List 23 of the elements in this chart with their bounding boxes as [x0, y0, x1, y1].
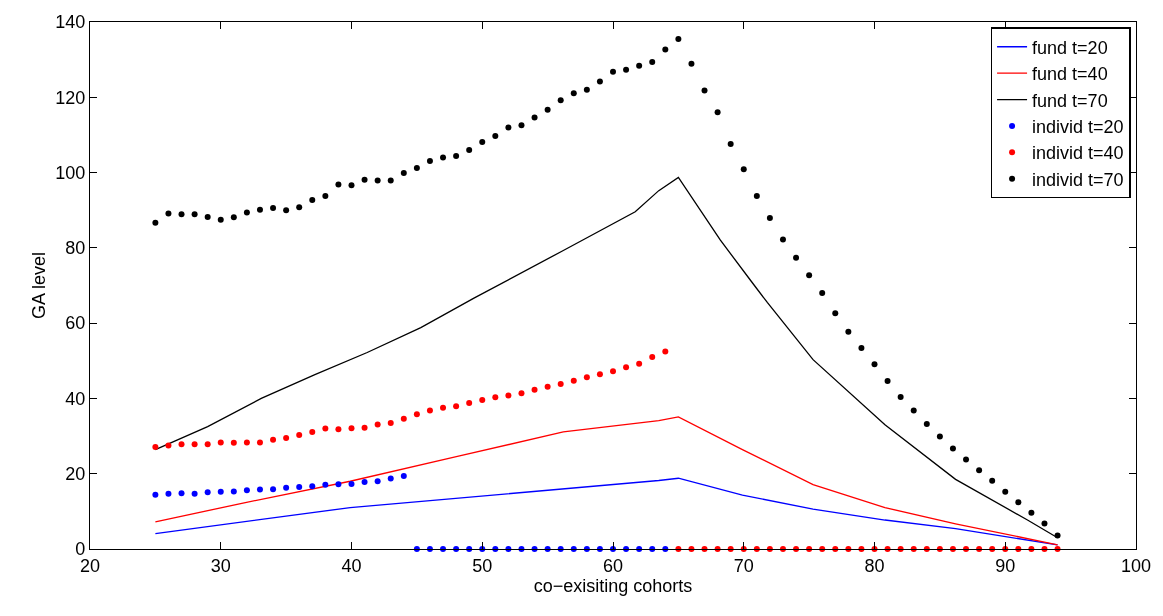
x-tick-label: 60: [602, 555, 624, 576]
legend-label: individ t=20: [1032, 116, 1124, 137]
legend-label: fund t=40: [1032, 64, 1108, 85]
y-tick-label: 60: [65, 313, 86, 334]
y-tick-label: 80: [65, 238, 86, 259]
legend-label: individ t=70: [1032, 169, 1124, 190]
y-tick-label: 140: [55, 12, 86, 33]
x-tick-label: 90: [995, 555, 1016, 576]
legend-label: fund t=20: [1032, 37, 1108, 58]
y-tick-label: 40: [65, 388, 86, 409]
x-tick-label: 40: [341, 555, 362, 576]
y-tick-label: 20: [65, 464, 86, 485]
x-tick-label: 30: [210, 555, 231, 576]
y-tick-label: 100: [55, 162, 86, 183]
legend-label: individ t=40: [1032, 143, 1124, 164]
legend-label: fund t=70: [1032, 90, 1108, 111]
x-tick-label: 80: [864, 555, 885, 576]
y-tick-label: 120: [55, 87, 86, 108]
x-tick-label: 70: [733, 555, 754, 576]
x-tick-label: 100: [1120, 555, 1152, 576]
y-axis-title: GA level: [29, 251, 50, 320]
x-axis-title: co−exisiting cohorts: [533, 575, 693, 596]
x-tick-label: 50: [472, 555, 493, 576]
